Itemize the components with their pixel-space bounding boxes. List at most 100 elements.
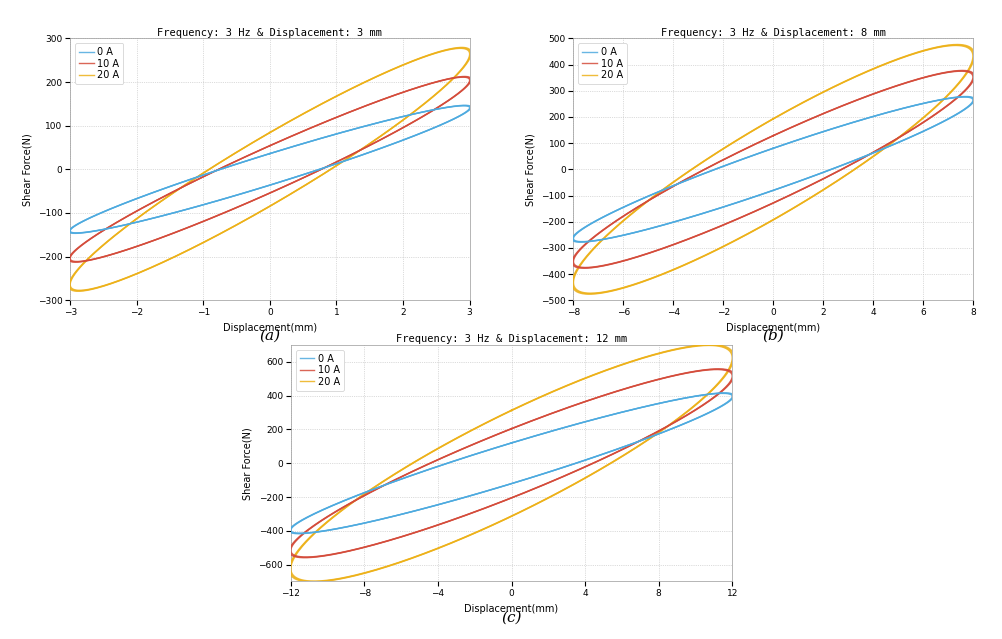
20 A bbox=[309, 577, 321, 585]
10 A bbox=[652, 246, 664, 254]
0 A bbox=[149, 213, 161, 221]
0 A bbox=[238, 158, 250, 166]
10 A bbox=[301, 553, 313, 561]
10 A bbox=[70, 258, 82, 265]
0 A bbox=[575, 238, 587, 245]
0 A bbox=[505, 439, 517, 447]
Line: 0 A: 0 A bbox=[70, 106, 469, 233]
10 A bbox=[796, 185, 808, 193]
20 A bbox=[308, 530, 320, 538]
0 A bbox=[70, 229, 82, 236]
20 A bbox=[210, 232, 222, 240]
20 A bbox=[741, 130, 754, 137]
Text: (b): (b) bbox=[762, 329, 784, 343]
Text: (a): (a) bbox=[260, 329, 281, 343]
10 A bbox=[578, 264, 590, 272]
0 A bbox=[505, 439, 517, 447]
10 A bbox=[537, 481, 549, 489]
0 A bbox=[264, 150, 276, 157]
10 A bbox=[505, 425, 517, 433]
0 A bbox=[294, 529, 306, 537]
0 A bbox=[537, 470, 549, 477]
Line: 20 A: 20 A bbox=[573, 45, 972, 293]
20 A bbox=[446, 539, 458, 546]
Legend: 0 A, 10 A, 20 A: 0 A, 10 A, 20 A bbox=[578, 43, 626, 84]
0 A bbox=[767, 144, 779, 152]
10 A bbox=[285, 180, 297, 187]
0 A bbox=[477, 448, 489, 456]
0 A bbox=[957, 93, 969, 101]
10 A bbox=[293, 176, 305, 183]
0 A bbox=[308, 510, 320, 518]
0 A bbox=[588, 218, 600, 226]
Line: 10 A: 10 A bbox=[291, 369, 731, 557]
20 A bbox=[584, 289, 596, 297]
Y-axis label: Shear Force(N): Shear Force(N) bbox=[242, 427, 253, 500]
20 A bbox=[293, 185, 305, 193]
20 A bbox=[767, 115, 779, 123]
0 A bbox=[713, 204, 725, 212]
10 A bbox=[264, 142, 276, 150]
20 A bbox=[537, 497, 549, 504]
20 A bbox=[379, 563, 391, 571]
20 A bbox=[702, 342, 714, 350]
10 A bbox=[954, 67, 966, 75]
0 A bbox=[85, 213, 97, 221]
10 A bbox=[308, 522, 320, 530]
Title: Frequency: 3 Hz & Displacement: 3 mm: Frequency: 3 Hz & Displacement: 3 mm bbox=[157, 27, 382, 38]
10 A bbox=[85, 235, 97, 242]
X-axis label: Displacement(mm): Displacement(mm) bbox=[464, 604, 558, 613]
20 A bbox=[529, 500, 541, 508]
10 A bbox=[505, 425, 517, 433]
20 A bbox=[505, 407, 517, 415]
20 A bbox=[454, 45, 466, 52]
20 A bbox=[149, 261, 161, 269]
0 A bbox=[210, 197, 222, 204]
10 A bbox=[588, 233, 600, 241]
20 A bbox=[73, 286, 85, 294]
0 A bbox=[379, 514, 391, 522]
Legend: 0 A, 10 A, 20 A: 0 A, 10 A, 20 A bbox=[296, 350, 344, 390]
10 A bbox=[477, 436, 489, 444]
Line: 0 A: 0 A bbox=[291, 394, 731, 533]
10 A bbox=[210, 212, 222, 220]
Y-axis label: Shear Force(N): Shear Force(N) bbox=[22, 133, 32, 206]
Text: (c): (c) bbox=[501, 610, 521, 624]
20 A bbox=[477, 420, 489, 428]
10 A bbox=[446, 516, 458, 523]
10 A bbox=[713, 222, 725, 230]
10 A bbox=[767, 132, 779, 140]
10 A bbox=[529, 484, 541, 492]
20 A bbox=[796, 199, 808, 206]
Line: 10 A: 10 A bbox=[573, 71, 972, 268]
Y-axis label: Shear Force(N): Shear Force(N) bbox=[525, 133, 535, 206]
0 A bbox=[285, 174, 297, 182]
0 A bbox=[796, 176, 808, 184]
0 A bbox=[715, 390, 727, 397]
0 A bbox=[446, 497, 458, 505]
10 A bbox=[264, 142, 276, 150]
Line: 0 A: 0 A bbox=[573, 97, 972, 242]
X-axis label: Displacement(mm): Displacement(mm) bbox=[725, 323, 820, 332]
20 A bbox=[949, 42, 961, 49]
0 A bbox=[767, 144, 779, 152]
Legend: 0 A, 10 A, 20 A: 0 A, 10 A, 20 A bbox=[75, 43, 123, 84]
20 A bbox=[264, 129, 276, 137]
0 A bbox=[293, 172, 305, 180]
10 A bbox=[788, 189, 800, 197]
X-axis label: Displacement(mm): Displacement(mm) bbox=[222, 323, 317, 332]
20 A bbox=[285, 190, 297, 197]
20 A bbox=[238, 144, 250, 151]
0 A bbox=[652, 222, 664, 230]
20 A bbox=[85, 252, 97, 260]
10 A bbox=[379, 537, 391, 545]
Line: 20 A: 20 A bbox=[291, 346, 731, 581]
20 A bbox=[588, 244, 600, 252]
Title: Frequency: 3 Hz & Displacement: 12 mm: Frequency: 3 Hz & Displacement: 12 mm bbox=[396, 334, 626, 344]
0 A bbox=[264, 150, 276, 157]
10 A bbox=[238, 153, 250, 161]
0 A bbox=[788, 179, 800, 187]
10 A bbox=[767, 132, 779, 140]
10 A bbox=[456, 73, 468, 81]
10 A bbox=[149, 236, 161, 243]
